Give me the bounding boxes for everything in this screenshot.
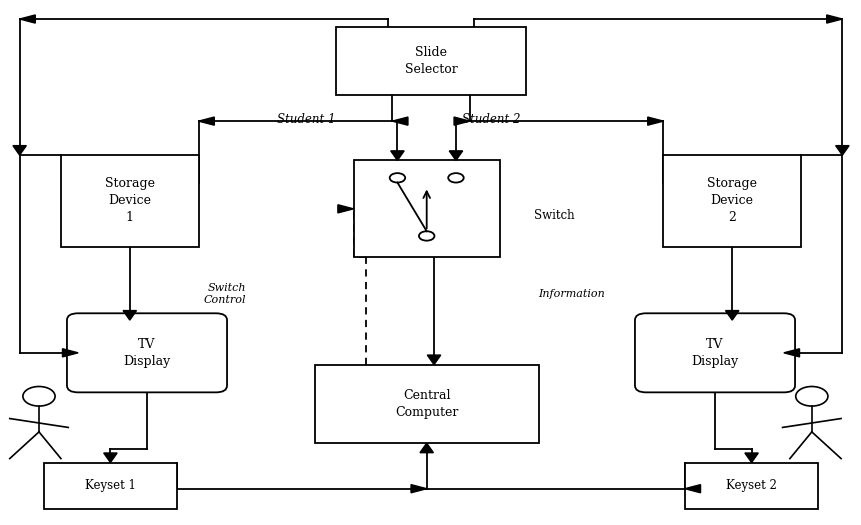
Polygon shape (13, 145, 27, 155)
Text: TV
Display: TV Display (691, 338, 738, 368)
Polygon shape (449, 151, 462, 161)
Polygon shape (392, 117, 407, 125)
Text: TV
Display: TV Display (123, 338, 170, 368)
Text: Central
Computer: Central Computer (394, 389, 458, 419)
Text: Switch: Switch (534, 209, 574, 222)
Text: Information: Information (538, 289, 604, 299)
Text: Student 1: Student 1 (276, 113, 335, 127)
Polygon shape (427, 355, 440, 364)
Polygon shape (103, 453, 117, 463)
Polygon shape (411, 485, 426, 493)
Polygon shape (338, 205, 353, 213)
FancyBboxPatch shape (67, 313, 226, 392)
Polygon shape (725, 311, 738, 320)
Polygon shape (826, 15, 841, 23)
Polygon shape (647, 117, 663, 125)
Polygon shape (198, 117, 214, 125)
Polygon shape (454, 117, 469, 125)
Bar (314, 364, 538, 443)
Polygon shape (834, 145, 848, 155)
Text: Storage
Device
2: Storage Device 2 (706, 177, 756, 225)
Text: Switch
Control: Switch Control (203, 283, 245, 305)
Bar (336, 27, 525, 95)
Bar (684, 463, 817, 509)
Bar (353, 161, 499, 257)
Polygon shape (419, 443, 433, 453)
Text: Storage
Device
1: Storage Device 1 (105, 177, 155, 225)
Text: Slide
Selector: Slide Selector (404, 46, 457, 76)
Text: Keyset 2: Keyset 2 (725, 479, 776, 492)
Polygon shape (390, 151, 404, 161)
Text: Student 2: Student 2 (461, 113, 520, 127)
Text: Keyset 1: Keyset 1 (85, 479, 136, 492)
Polygon shape (783, 349, 799, 357)
Polygon shape (62, 349, 78, 357)
Polygon shape (744, 453, 758, 463)
Bar (44, 463, 177, 509)
Bar (663, 155, 800, 247)
Polygon shape (20, 15, 35, 23)
Polygon shape (684, 485, 700, 493)
Bar (61, 155, 198, 247)
FancyBboxPatch shape (635, 313, 794, 392)
Polygon shape (123, 311, 136, 320)
